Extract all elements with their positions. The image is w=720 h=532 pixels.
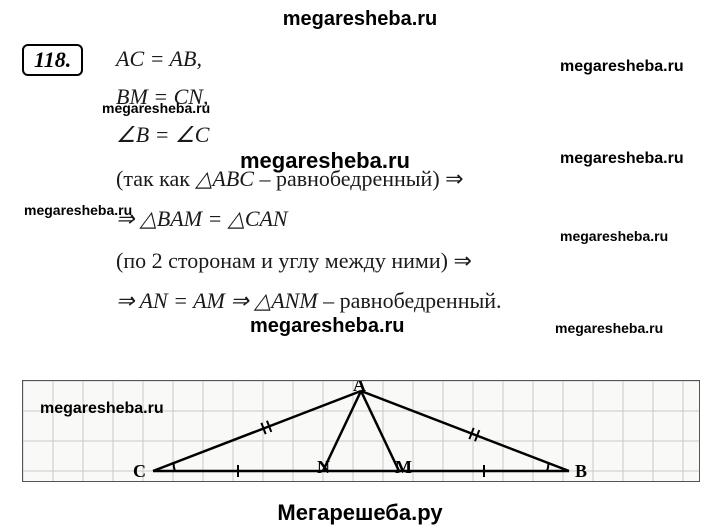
line-6: (по 2 сторонам и углу между ними) ⇒ bbox=[116, 248, 472, 274]
line-4-prefix: (так как bbox=[116, 166, 195, 191]
svg-text:C: C bbox=[133, 461, 146, 481]
line-4: (так как △ABC – равнобедренный) ⇒ bbox=[116, 166, 464, 192]
header-watermark: megaresheba.ru bbox=[0, 8, 720, 31]
line-2: BM = CN, bbox=[116, 84, 208, 110]
svg-text:B: B bbox=[575, 461, 587, 481]
line-4-suffix: – равнобедренный) ⇒ bbox=[254, 166, 464, 191]
line-7-a: ⇒ AN = AM ⇒ bbox=[116, 288, 254, 313]
svg-text:N: N bbox=[317, 457, 330, 477]
problem-number-badge: 118. bbox=[22, 44, 83, 76]
line-5: ⇒ △BAM = △CAN bbox=[116, 206, 288, 232]
line-7-b: △ANM bbox=[254, 288, 317, 313]
line-4-mid: △ABC bbox=[195, 166, 253, 191]
line-7-c: – равнобедренный. bbox=[318, 288, 502, 313]
watermark-5: megaresheba.ru bbox=[560, 228, 668, 244]
watermark-7: megaresheba.ru bbox=[555, 320, 663, 336]
watermark-3: megaresheba.ru bbox=[560, 150, 684, 168]
svg-text:M: M bbox=[395, 457, 412, 477]
diagram-svg: A C N M B bbox=[23, 381, 699, 481]
line-7: ⇒ AN = AM ⇒ △ANM – равнобедренный. bbox=[116, 288, 502, 314]
svg-text:A: A bbox=[353, 381, 366, 395]
watermark-6: megaresheba.ru bbox=[250, 315, 405, 338]
line-3: ∠B = ∠C bbox=[116, 122, 209, 148]
diagram-box: A C N M B bbox=[22, 380, 700, 482]
line-1: AC = AB, bbox=[116, 46, 202, 72]
watermark-0: megaresheba.ru bbox=[560, 58, 684, 76]
footer-text: Мегарешеба.ру bbox=[0, 500, 720, 526]
